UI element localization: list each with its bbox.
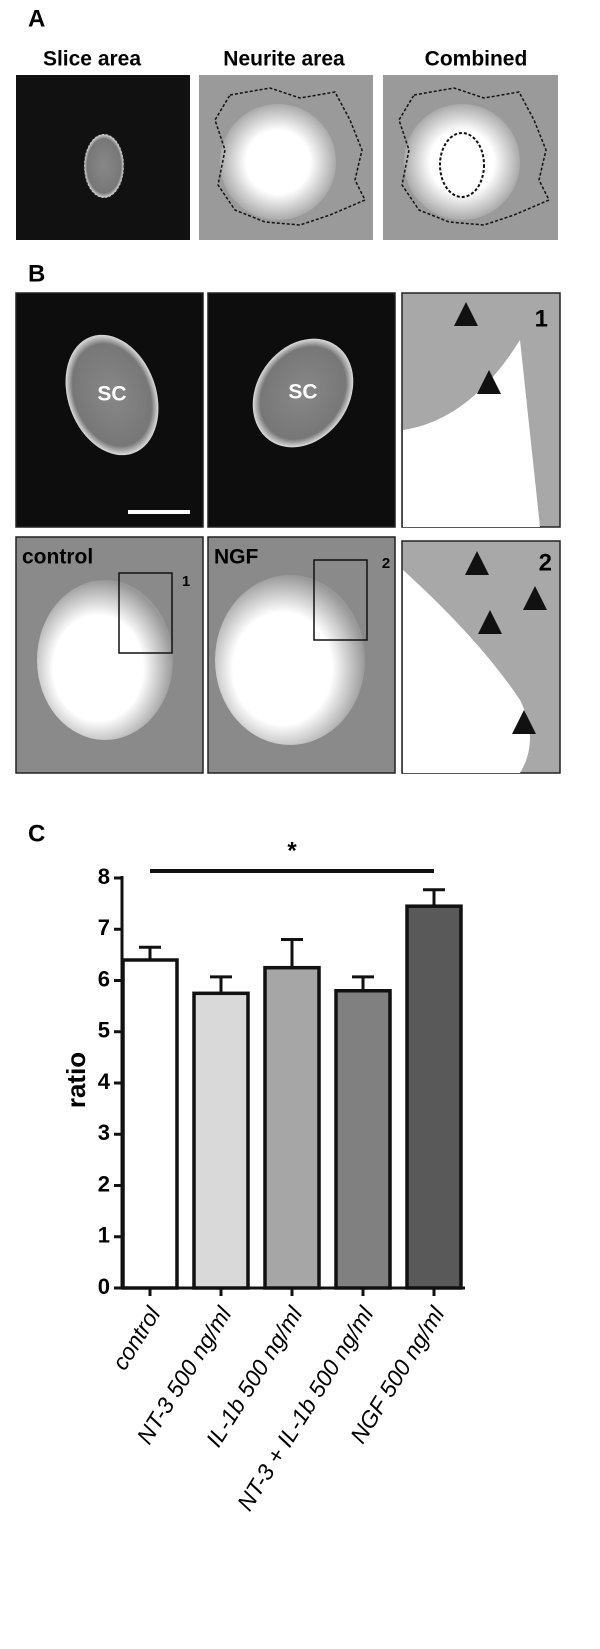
y-tick-label: 7	[98, 915, 110, 940]
x-tick-label: NT-3 + IL-1b 500 ng/ml	[232, 1301, 379, 1515]
y-tick-label: 3	[98, 1120, 110, 1145]
y-tick-label: 4	[98, 1069, 111, 1094]
y-tick-label: 6	[98, 966, 110, 991]
image-slice-area	[16, 75, 190, 240]
image-sc-ngf	[207, 292, 396, 528]
panel-label: C	[28, 820, 45, 847]
image-neurite-area	[199, 75, 373, 240]
inset-number: 2	[382, 555, 390, 572]
image-ngf	[207, 536, 396, 774]
panel-label: A	[28, 5, 45, 32]
inset-number: 1	[535, 305, 548, 332]
image-combined	[383, 75, 558, 240]
y-tick-label: 0	[98, 1274, 110, 1299]
image-control	[15, 536, 204, 774]
x-tick-label: control	[107, 1301, 166, 1374]
bar	[334, 989, 392, 1290]
significance-marker: *	[287, 837, 297, 864]
image-title: Slice area	[43, 48, 141, 71]
bar	[263, 965, 321, 1290]
bar	[405, 904, 463, 1290]
image-zoom-1	[401, 292, 561, 528]
inset-number: 2	[539, 549, 552, 576]
slice-label: SC	[97, 383, 126, 406]
inset-number: 1	[182, 573, 190, 590]
image-sc-control	[15, 292, 204, 528]
condition-label: NGF	[214, 546, 259, 569]
bar	[121, 958, 179, 1290]
image-title: Neurite area	[223, 48, 345, 71]
y-tick-label: 1	[98, 1223, 110, 1248]
y-tick-label: 5	[98, 1018, 110, 1043]
y-tick-label: 8	[98, 864, 110, 889]
bar	[192, 991, 250, 1290]
image-title: Combined	[425, 48, 528, 71]
panel-label: B	[28, 260, 45, 287]
y-axis-label: ratio	[61, 1052, 91, 1108]
slice-label: SC	[288, 381, 317, 404]
image-zoom-2	[401, 540, 561, 774]
y-tick-label: 2	[98, 1171, 110, 1196]
condition-label: control	[22, 546, 93, 569]
